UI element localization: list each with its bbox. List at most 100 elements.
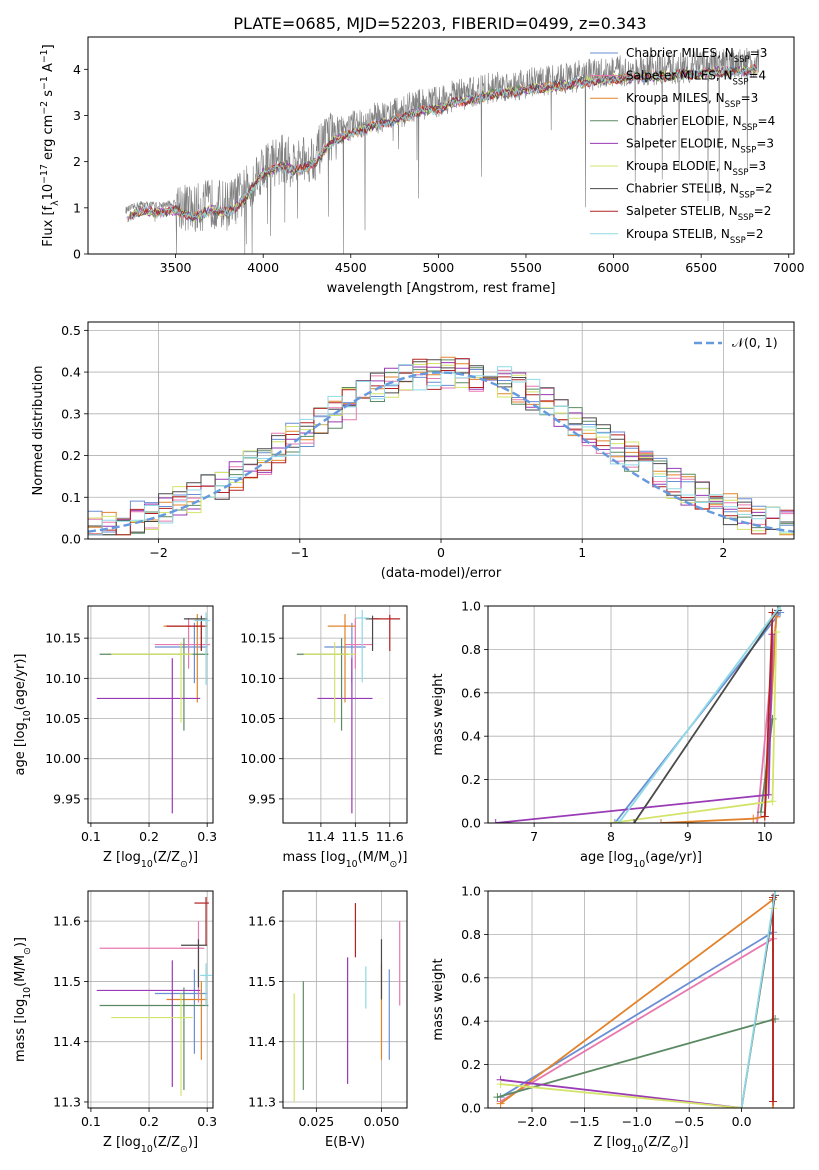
legend-label: Chabrier STELIB, NSSP=2 <box>626 182 773 201</box>
plot-area-spectrum <box>125 47 760 254</box>
y-tick-label: 11.4 <box>248 1034 276 1049</box>
label-part: ⊙ <box>389 859 397 870</box>
y-tick-label: 0.2 <box>461 772 481 787</box>
x-tick-label: 7 <box>530 829 538 844</box>
legend-sub: SSP <box>725 100 741 110</box>
weight-series-1 <box>756 616 778 823</box>
data-point-8 <box>200 963 212 1006</box>
y-tick-label: 11.4 <box>53 1034 81 1049</box>
x-tick-label: 7000 <box>773 260 805 275</box>
y-tick-label: 11.5 <box>53 974 81 989</box>
y-tick-label: 9.95 <box>53 791 81 806</box>
label-part: s <box>41 90 56 101</box>
legend-label: Chabrier MILES, NSSP=3 <box>626 46 767 65</box>
label-part: Flux [f <box>41 205 56 246</box>
legend-text: =4 <box>748 69 766 83</box>
x-tick-label: 0.3 <box>197 1114 217 1129</box>
x-tick-label: 1 <box>578 545 586 560</box>
x-tick-label: 0.1 <box>81 829 101 844</box>
x-tick-label: 6500 <box>685 260 717 275</box>
x-tick-label: 5000 <box>422 260 454 275</box>
legend-text: Chabrier MILES, N <box>626 46 734 60</box>
label-part: age [log <box>580 850 633 865</box>
y-tick-label: 0.8 <box>461 927 481 942</box>
legend-text: Kroupa MILES, N <box>626 91 725 105</box>
y-axis-label: mass weight <box>431 673 446 755</box>
weight-series-4 <box>495 634 774 823</box>
legend-label: Kroupa ELODIE, NSSP=3 <box>626 159 766 178</box>
x-tick-label: 9 <box>684 829 692 844</box>
weight-marker <box>771 891 780 895</box>
data-spectrum <box>125 47 760 254</box>
weight-marker <box>760 812 769 821</box>
weight-series-3 <box>497 1018 776 1099</box>
label-part: ] <box>41 44 56 49</box>
axes-frame <box>487 890 795 1109</box>
weight-series-7 <box>763 612 774 817</box>
y-tick-label: 0.8 <box>461 642 481 657</box>
plot-residuals: −2 −1 0 1 2 0.0 0.1 0.2 0.3 0.4 0.5 (data-model)/er… <box>31 321 795 581</box>
x-tick-label: 0.3 <box>197 829 217 844</box>
y-tick-label: 11.3 <box>53 1094 81 1109</box>
label-part: )] <box>188 1135 198 1150</box>
data-point-6 <box>181 939 208 988</box>
x-tick-label: 0.2 <box>139 1114 159 1129</box>
y-tick-label: 9.95 <box>248 791 276 806</box>
x-tick-label: 10 <box>757 829 773 844</box>
data-point-4 <box>96 658 201 814</box>
normal-curve <box>88 371 794 533</box>
x-tick-label: 0.050 <box>364 1114 400 1129</box>
legend-text: =2 <box>755 182 773 196</box>
data-point-7 <box>194 897 209 946</box>
y-tick-label: 1.0 <box>461 599 481 614</box>
y-tick-label: 1.0 <box>461 884 481 899</box>
y-tick-label: 10.10 <box>240 671 276 686</box>
label-part: 10 <box>141 1144 153 1155</box>
weight-marker <box>776 606 785 610</box>
axes-frame <box>282 890 408 1109</box>
weight-marker <box>607 819 616 823</box>
weight-marker <box>656 819 665 823</box>
legend-text: Kroupa STELIB, N <box>626 227 730 241</box>
data-point-6 <box>365 615 380 652</box>
legend-label: Kroupa STELIB, NSSP=2 <box>626 227 764 246</box>
weight-marker <box>769 1097 778 1106</box>
x-tick-label: 11.4 <box>307 829 335 844</box>
legend-sub: SSP <box>733 168 749 178</box>
y-tick-label: 0.4 <box>461 729 481 744</box>
plot-area-residuals <box>88 356 794 536</box>
x-tick-label: 0 <box>437 545 445 560</box>
label-part: −17 <box>39 164 50 184</box>
legend-text: Salpeter ELODIE, N <box>626 136 740 150</box>
label-part: (Z/Z <box>643 1135 670 1150</box>
legend-label: 𝒩(0, 1) <box>732 335 778 350</box>
weight-series-1 <box>500 937 774 1103</box>
legend-label: Kroupa MILES, NSSP=3 <box>626 91 758 110</box>
label-part: λ <box>50 200 61 206</box>
y-axis-label: mass [log10(M/M⊙)] <box>13 937 33 1062</box>
label-part: erg cm <box>41 115 56 164</box>
axes-frame <box>87 36 795 255</box>
y-axis-label: age [log10(age/yr)] <box>13 654 33 776</box>
x-tick-label: 0.2 <box>139 829 159 844</box>
legend-sub: SSP <box>730 236 746 246</box>
label-part: (Z/Z <box>153 1135 180 1150</box>
weight-series-8 <box>617 606 781 823</box>
y-tick-label: 0.6 <box>461 970 481 985</box>
plot-weight_vs_Z: −2.0 −1.5 −1.0 −0.5 0.0 0.0 0.2 0.4 0.6 0.8 1.0 Z [… <box>431 884 795 1155</box>
x-axis-label: age [log10(age/yr)] <box>580 850 702 870</box>
x-tick-label: 3500 <box>160 260 192 275</box>
weight-marker <box>630 819 639 823</box>
weight-marker <box>610 819 619 823</box>
plot-area-age_vs_mass <box>296 610 401 814</box>
weight-marker <box>496 1080 505 1089</box>
label-part: )] <box>188 850 198 865</box>
label-part: 10 <box>141 859 153 870</box>
hist-legend: 𝒩(0, 1) <box>694 335 778 350</box>
y-tick-label: 0.4 <box>61 365 81 380</box>
legend-text: =4 <box>758 114 776 128</box>
label-part: age [log <box>13 722 28 775</box>
legend-text: Salpeter STELIB, N <box>626 204 738 218</box>
weight-marker <box>491 819 500 823</box>
